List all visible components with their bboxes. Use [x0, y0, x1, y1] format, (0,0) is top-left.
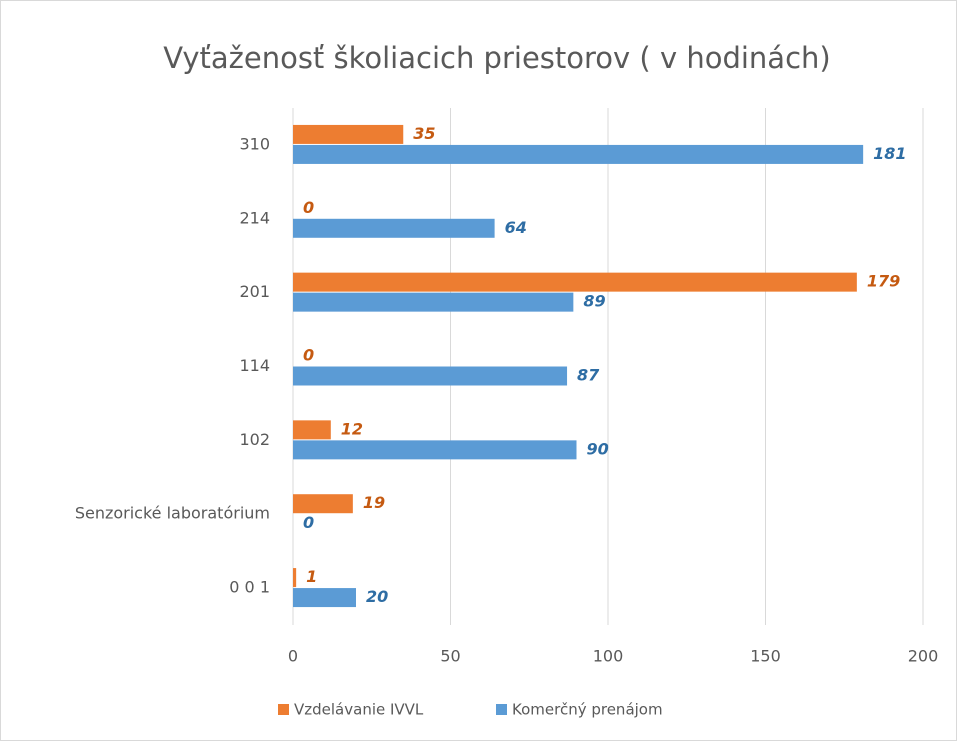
data-label: 0	[303, 198, 314, 217]
x-tick-label: 50	[440, 647, 460, 666]
bar	[293, 588, 356, 608]
legend-swatch	[496, 704, 507, 715]
data-label: 35	[413, 124, 435, 143]
bar	[293, 292, 574, 312]
y-tick-label: 102	[239, 430, 270, 449]
data-label: 0	[303, 346, 314, 365]
y-tick-label: 201	[239, 282, 270, 301]
bar	[293, 218, 495, 238]
bar	[293, 494, 353, 514]
data-label: 19	[363, 493, 385, 512]
x-tick-label: 150	[750, 647, 781, 666]
y-tick-label: 114	[239, 356, 270, 375]
x-tick-label: 200	[908, 647, 939, 666]
y-tick-label: 0 0 1	[229, 578, 270, 597]
bar	[293, 272, 857, 292]
data-label: 20	[366, 587, 388, 606]
legend-label: Vzdelávanie IVVL	[294, 701, 424, 719]
bar	[293, 366, 568, 386]
y-tick-label: 214	[239, 208, 270, 227]
legend-swatch	[278, 704, 289, 715]
bar	[293, 440, 577, 460]
data-label: 0	[303, 513, 314, 532]
chart-title: Vyťaženosť školiacich priestorov ( v hod…	[163, 41, 830, 75]
legend-label: Komerčný prenájom	[512, 701, 663, 719]
data-label: 90	[587, 439, 609, 458]
bar	[293, 124, 404, 144]
data-label: 87	[577, 366, 600, 385]
x-tick-label: 0	[288, 647, 298, 666]
bar	[293, 568, 297, 588]
x-tick-label: 100	[593, 647, 624, 666]
bar	[293, 420, 331, 440]
data-label: 12	[341, 419, 363, 438]
data-label: 1	[306, 567, 317, 586]
data-label: 179	[867, 272, 900, 291]
data-label: 64	[505, 218, 527, 237]
y-tick-label: 310	[239, 134, 270, 153]
data-label: 89	[583, 292, 605, 311]
bar	[293, 144, 864, 164]
y-tick-label: Senzorické laboratórium	[75, 504, 270, 523]
data-label: 181	[873, 144, 906, 163]
